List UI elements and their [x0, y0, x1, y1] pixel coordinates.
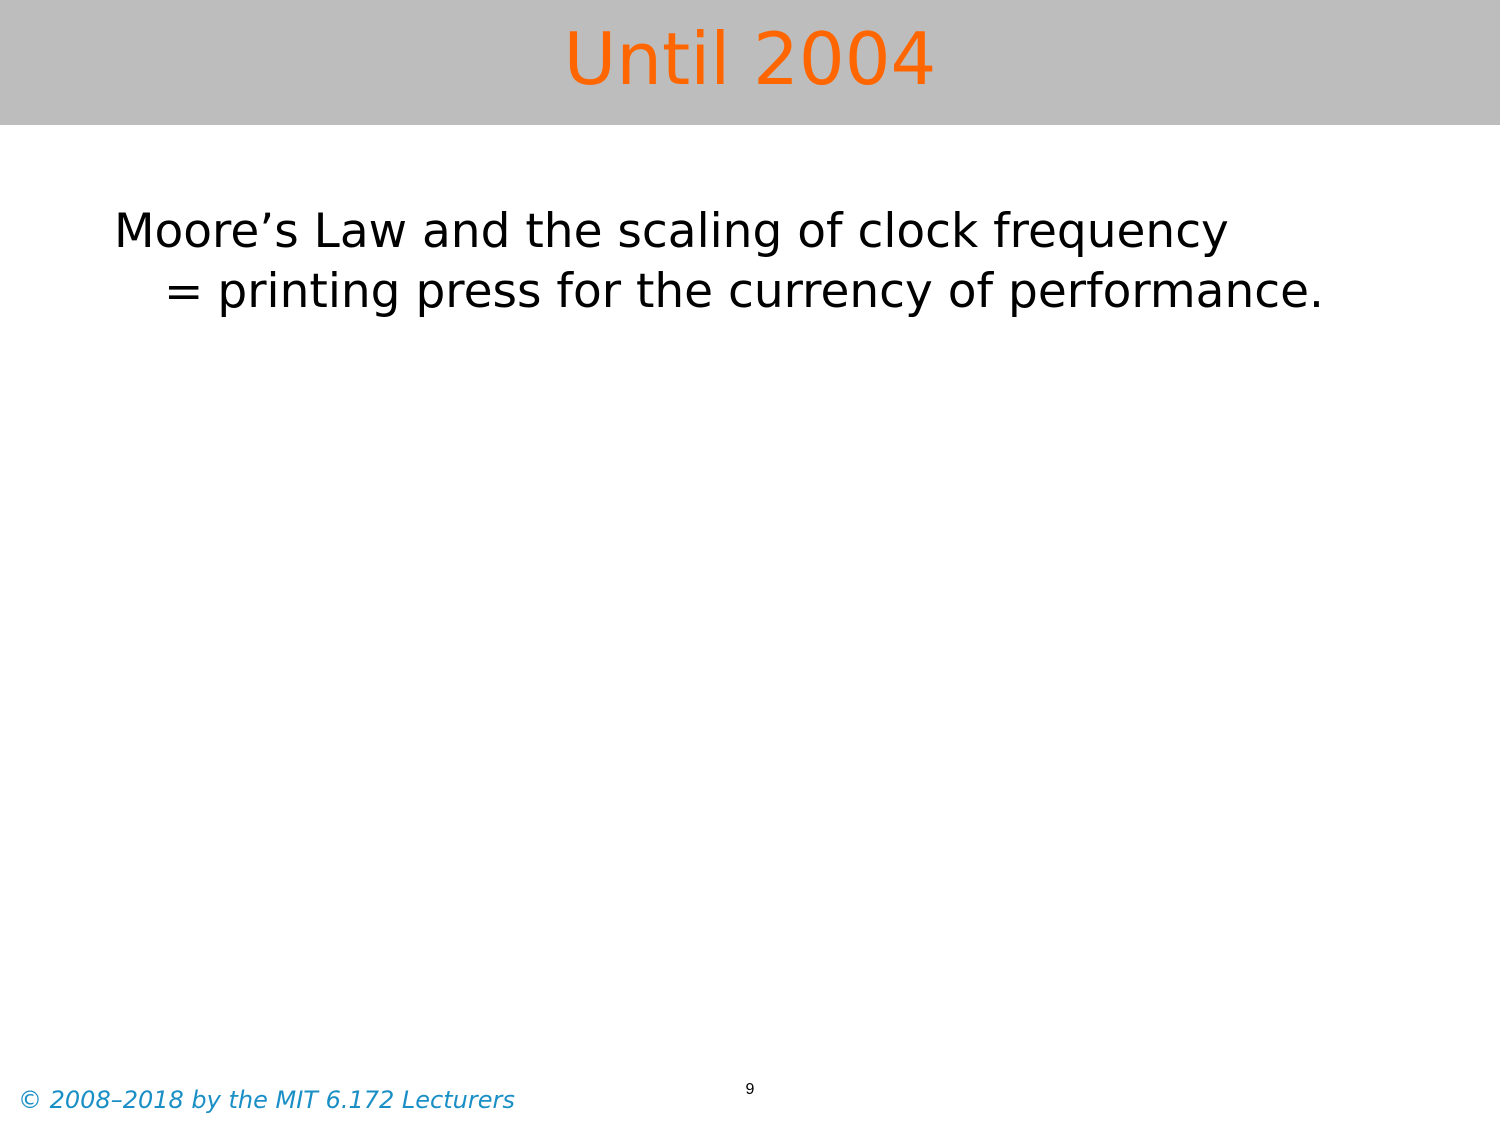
title-bar: Until 2004 [0, 0, 1500, 125]
page-number: 9 [745, 1081, 755, 1098]
slide-title: Until 2004 [563, 17, 937, 101]
equals-sign: = [164, 264, 204, 319]
body-line-1: Moore’s Law and the scaling of clock fre… [114, 204, 1229, 259]
body-line-2: = printing press for the currency of perf… [114, 262, 1324, 322]
slide-body: Moore’s Law and the scaling of clock fre… [114, 202, 1324, 322]
body-line-2-text: printing press for the currency of perfo… [217, 264, 1324, 319]
copyright-notice: © 2008–2018 by the MIT 6.172 Lecturers [18, 1086, 515, 1114]
